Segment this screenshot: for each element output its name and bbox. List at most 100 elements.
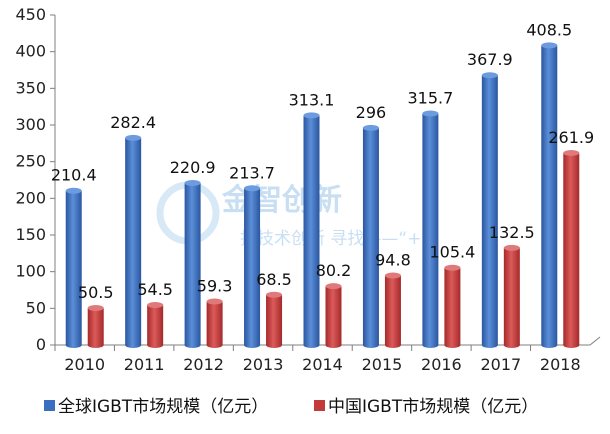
data-label-global: 220.9 (170, 158, 216, 177)
bar-body (444, 267, 461, 345)
bar-top (244, 185, 261, 192)
bar-base (125, 342, 142, 348)
y-tick-label: 150 (15, 225, 46, 244)
x-axis: 2010 2011 2012 2013 2014 2015 2016 2017 2018 (54, 336, 601, 374)
data-label-china: 132.5 (489, 223, 535, 242)
bar-body (244, 188, 261, 345)
bar-top (384, 272, 401, 279)
bar-body (147, 305, 164, 345)
bar-china (503, 244, 520, 348)
bar-base (503, 342, 520, 348)
bar-global (422, 110, 439, 348)
bar-body (481, 75, 498, 345)
x-tick-label: 2010 (64, 355, 105, 374)
bar-base (422, 342, 439, 348)
bar-body (362, 127, 379, 345)
x-tick-label: 2014 (302, 355, 343, 374)
bar-body (303, 115, 320, 345)
x-tick-label: 2011 (124, 355, 165, 374)
y-tick-label: 100 (15, 262, 46, 281)
data-labels: 210.4 282.4 220.9 213.7 313.1 296 315.7 367.9 40… (51, 20, 594, 302)
data-label-china: 105.4 (429, 243, 475, 262)
bar-top (184, 180, 201, 187)
data-label-china: 80.2 (316, 261, 352, 280)
data-label-global: 313.1 (289, 90, 335, 109)
bar-top (87, 304, 104, 311)
bar-top (125, 134, 142, 141)
bar-base (184, 342, 201, 348)
bar-base (563, 342, 580, 348)
bar-base (444, 342, 461, 348)
data-label-china: 94.8 (375, 250, 411, 269)
bars (65, 42, 580, 348)
bar-china (206, 298, 223, 348)
x-tick-label: 2016 (421, 355, 462, 374)
bar-global (481, 72, 498, 348)
bar-top (503, 244, 520, 251)
bar-base (65, 342, 82, 348)
bar-body (184, 183, 201, 345)
data-label-china: 54.5 (137, 280, 173, 299)
x-tick-label: 2013 (243, 355, 284, 374)
bar-body (325, 286, 342, 345)
data-label-global: 315.7 (407, 88, 453, 107)
bar-body (422, 113, 439, 345)
bar-global (303, 112, 320, 348)
bar-top (481, 72, 498, 79)
bar-top (206, 298, 223, 305)
bar-global (125, 134, 142, 348)
x-tick-label: 2018 (540, 355, 581, 374)
x-tick-label: 2012 (183, 355, 224, 374)
bar-body (541, 45, 558, 345)
data-label-china: 50.5 (78, 283, 114, 302)
data-label-global: 282.4 (110, 113, 156, 132)
y-tick-label: 350 (15, 78, 46, 97)
legend-label-china: 中国IGBT市场规模（亿元） (328, 397, 538, 417)
bar-body (503, 247, 520, 345)
data-label-global: 210.4 (51, 166, 97, 185)
bar-top (147, 302, 164, 309)
bar-base (481, 342, 498, 348)
legend-swatch-global (44, 400, 55, 411)
bar-top (325, 283, 342, 290)
bar-global (244, 185, 261, 348)
bar-body (563, 152, 580, 345)
data-label-global: 296 (356, 103, 387, 122)
data-label-global: 213.7 (229, 163, 275, 182)
bar-base (541, 342, 558, 348)
bar-global (541, 42, 558, 348)
bar-body (384, 275, 401, 345)
y-tick-label: 200 (15, 188, 46, 207)
bar-china (325, 283, 342, 348)
bar-base (147, 342, 164, 348)
y-tick-label: 400 (15, 42, 46, 61)
bar-body (87, 307, 104, 345)
bar-china (444, 264, 461, 348)
bar-base (206, 342, 223, 348)
bar-top (563, 149, 580, 156)
bar-top (65, 187, 82, 194)
bar-top (422, 110, 439, 117)
data-label-china: 261.9 (548, 128, 594, 147)
bar-china (266, 291, 283, 348)
bar-base (244, 342, 261, 348)
bar-china (87, 304, 104, 348)
y-tick-label: 50 (26, 298, 46, 317)
bar-body (206, 301, 223, 345)
data-label-global: 367.9 (467, 50, 513, 69)
y-tick-label: 0 (36, 335, 46, 354)
bar-global (184, 180, 201, 348)
bar-top (541, 42, 558, 49)
bar-china (563, 149, 580, 348)
data-label-china: 59.3 (197, 277, 233, 296)
x-tick-label: 2017 (480, 355, 521, 374)
bar-global (362, 124, 379, 348)
bar-body (266, 294, 283, 345)
bar-top (444, 264, 461, 271)
bar-body (125, 137, 142, 345)
bar-base (303, 342, 320, 348)
bar-top (266, 291, 283, 298)
y-axis: 0 50 100 150 200 250 300 350 400 450 (15, 5, 56, 354)
